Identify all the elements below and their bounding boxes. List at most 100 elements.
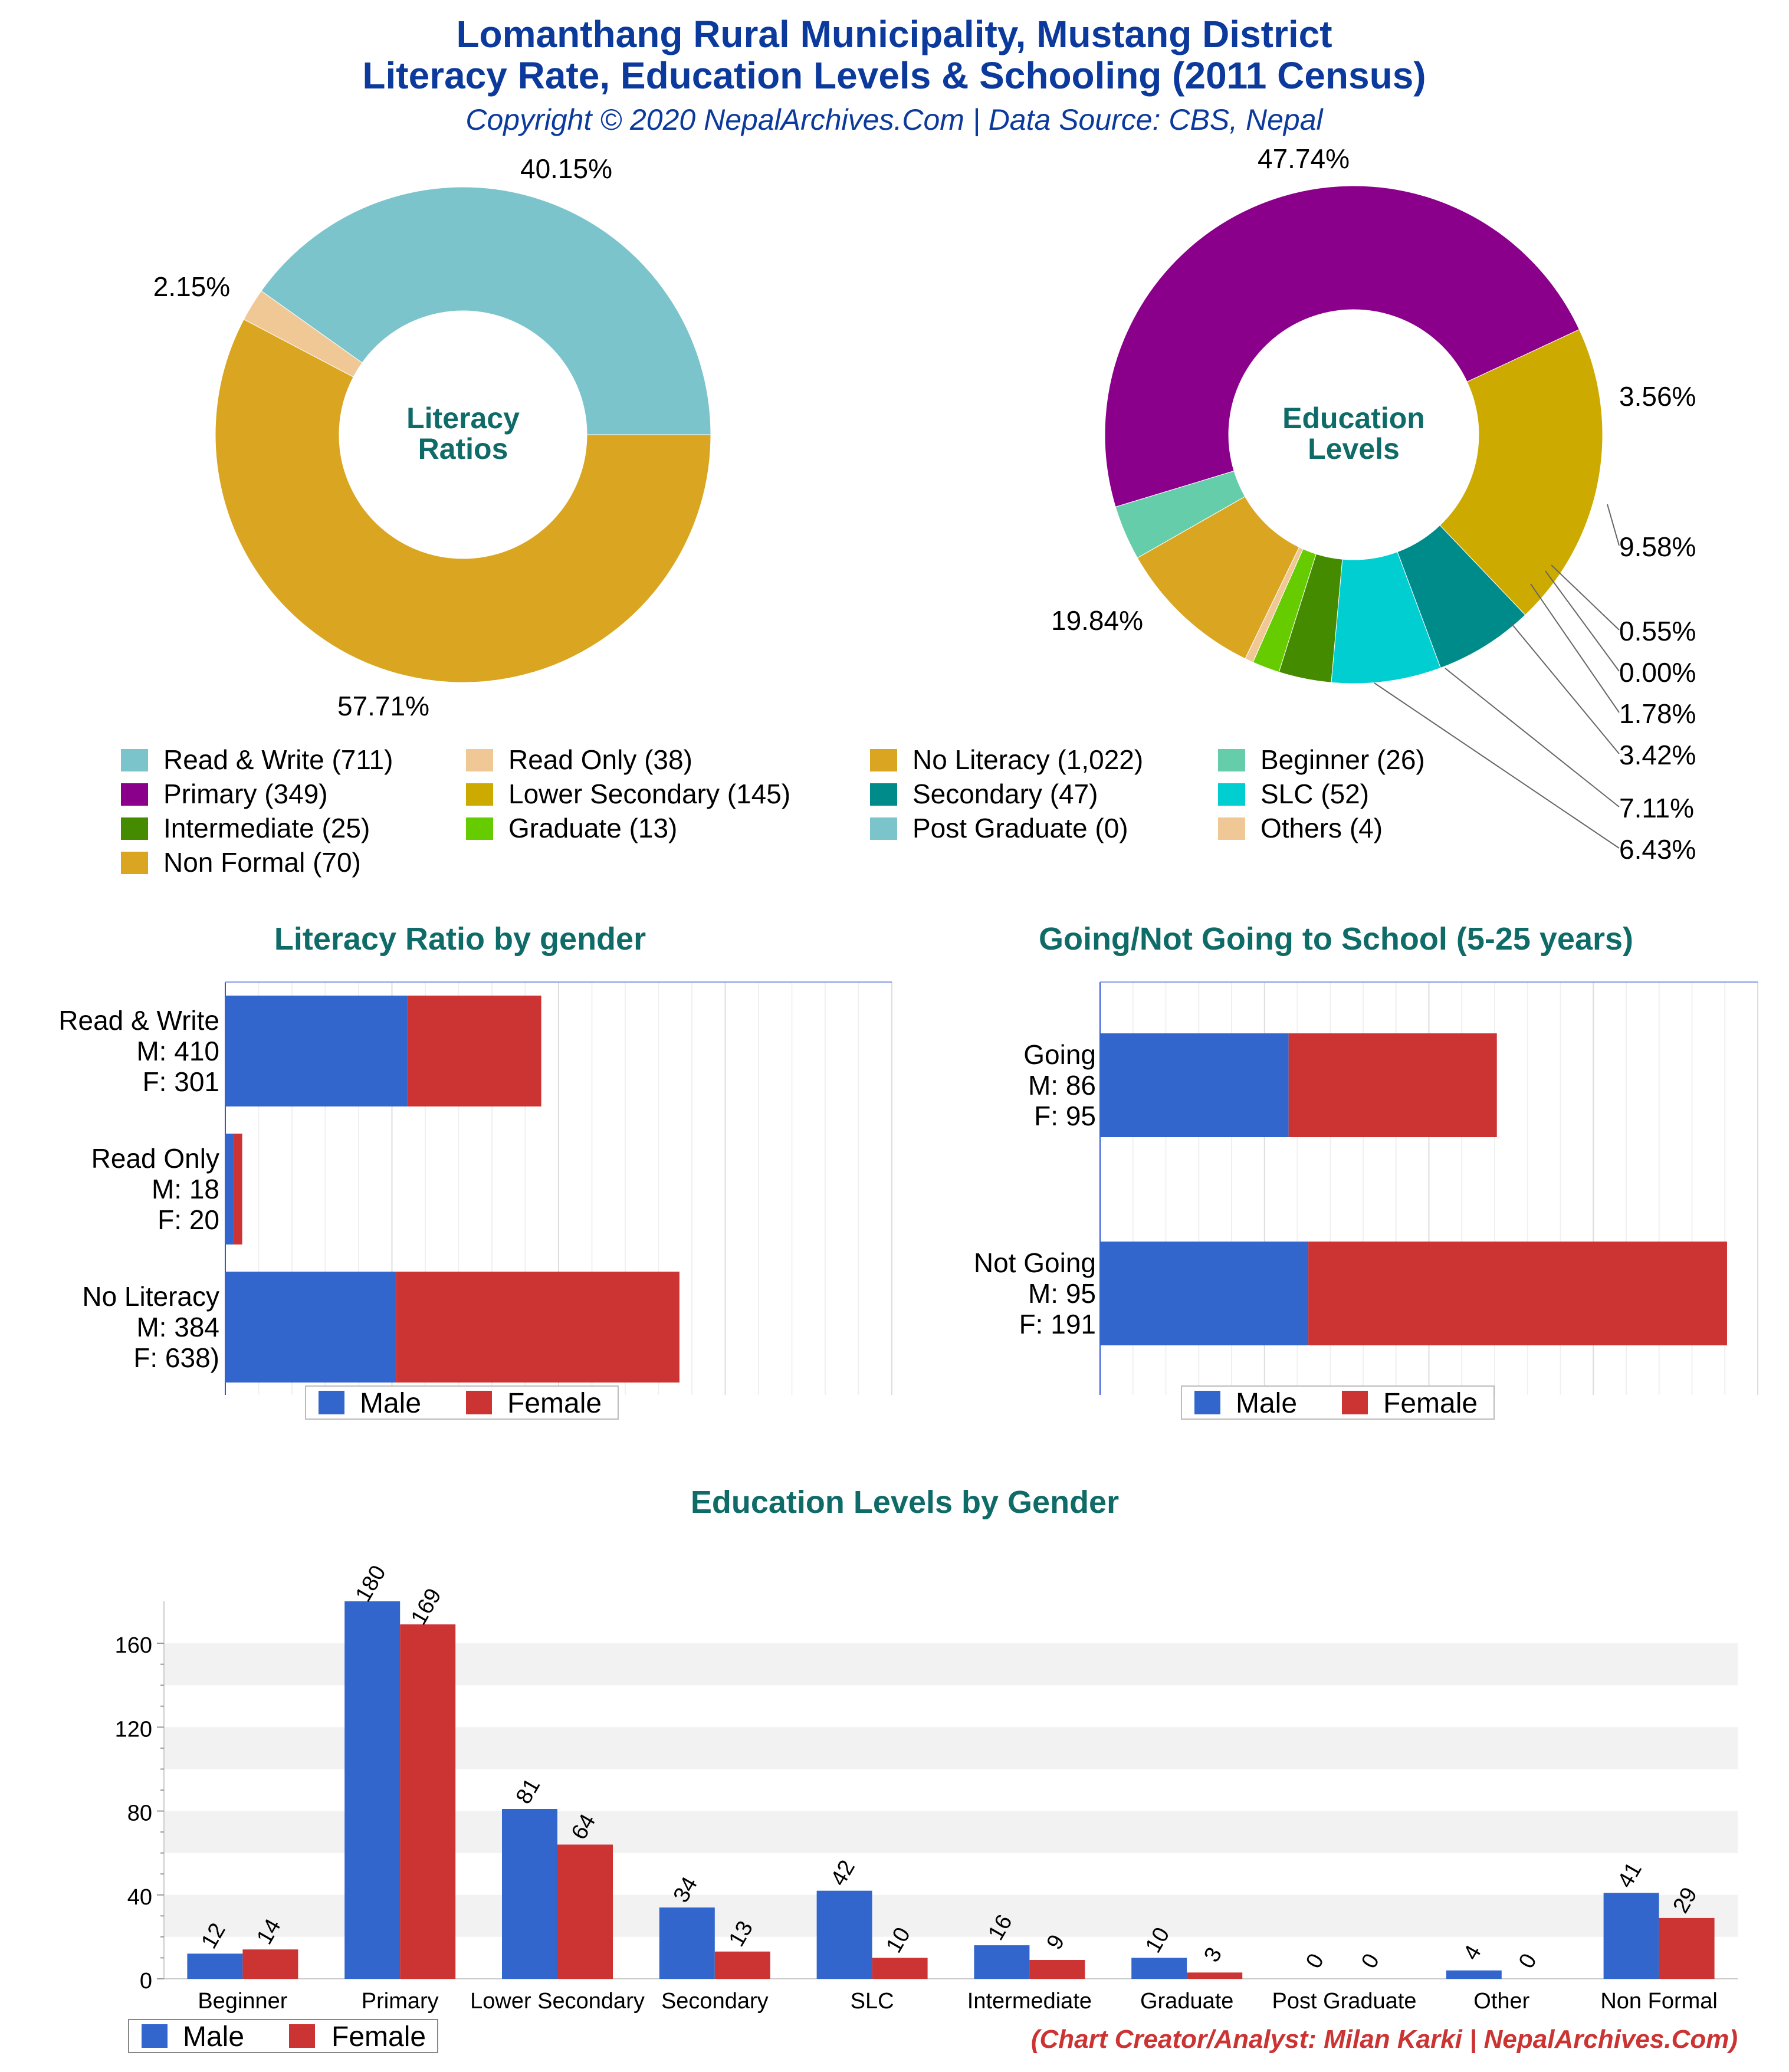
legend-swatch-slc-52	[1218, 783, 1245, 806]
edu-pct-lower-secondary: 19.84%	[1051, 605, 1143, 636]
literacy-gender-label-read-write: Read & Write M: 410 F: 301	[58, 1005, 219, 1097]
edu-pct-primary: 47.74%	[1258, 143, 1350, 174]
school-attendance-label-line: Going	[1023, 1039, 1096, 1070]
education-gender-x-label-secondary: Secondary	[661, 1989, 769, 2014]
literacy-gender-label-read-only: Read Only M: 18 F: 20	[91, 1143, 219, 1235]
literacy-gender-bar-male-read-only	[225, 1134, 234, 1244]
edu-pct-secondary: 6.43%	[1619, 834, 1696, 865]
literacy-gender-chart-title: Literacy Ratio by gender	[274, 921, 646, 957]
edu-pct-intermediate: 3.42%	[1619, 740, 1696, 770]
legend-female-swatch	[289, 2024, 315, 2048]
legend-swatch-read-write-711	[121, 749, 148, 771]
school-attendance-label-line: M: 86	[1028, 1070, 1096, 1101]
title-line-2: Literacy Rate, Education Levels & School…	[362, 54, 1426, 97]
literacy-ratios-donut	[215, 186, 711, 683]
school-attendance-bar-male-going	[1100, 1033, 1289, 1137]
edu-pct-non-formal: 9.58%	[1619, 531, 1696, 562]
education-gender-bar-female-graduate	[1187, 1972, 1243, 1979]
education-donut-center-line2: Levels	[1308, 432, 1400, 465]
literacy-gender-legend-female-label: Female	[507, 1388, 602, 1419]
education-gender-bar-female-slc	[872, 1958, 928, 1979]
legend-swatch-others-4	[1218, 817, 1245, 840]
education-gender-bar-male-beginner	[187, 1953, 243, 1979]
literacy-gender-label-line: Read & Write	[58, 1005, 219, 1036]
education-gender-y-tick-label: 160	[115, 1633, 152, 1658]
education-gender-y-tick-label: 120	[115, 1717, 152, 1742]
legend-label-non-formal-70: Non Formal (70)	[163, 847, 361, 878]
legend-label-primary-349: Primary (349)	[163, 779, 328, 809]
literacy-gender-bar-male-no-literacy	[225, 1272, 396, 1383]
education-gender-bar-female-secondary	[714, 1951, 770, 1979]
legend-male-swatch	[142, 2024, 168, 2048]
education-gender-bar-male-slc	[816, 1890, 872, 1979]
literacy-gender-legend-male-swatch	[319, 1391, 344, 1414]
legend-swatch-no-literacy-1-022	[870, 749, 897, 771]
school-attendance-label-not-going: Not Going M: 95 F: 191	[974, 1247, 1096, 1339]
school-attendance-legend-male-label: Male	[1236, 1388, 1297, 1419]
legend-label-read-write-711: Read & Write (711)	[163, 744, 393, 775]
edu-pct-others: 0.55%	[1619, 616, 1696, 646]
education-gender-y-tick-label: 0	[140, 1969, 152, 1994]
literacy-gender-label-line: F: 20	[157, 1204, 219, 1235]
literacy-pct-read-write: 40.15%	[520, 153, 612, 184]
donut-legend: Read & Write (711) Read Only (38) No Liter…	[121, 744, 1425, 878]
literacy-donut-center-line1: Literacy	[406, 402, 520, 435]
literacy-gender-label-line: F: 301	[143, 1066, 219, 1097]
legend-swatch-lower-secondary-145	[466, 783, 493, 806]
education-gender-x-label-intermediate: Intermediate	[967, 1989, 1092, 2014]
education-gender-chart-title: Education Levels by Gender	[691, 1485, 1119, 1520]
education-gender-y-tick-label: 80	[127, 1801, 152, 1826]
education-levels-donut	[1104, 185, 1603, 684]
school-attendance-label-line: F: 95	[1034, 1101, 1096, 1131]
school-attendance-label-line: Not Going	[974, 1247, 1096, 1278]
legend-label-secondary-47: Secondary (47)	[912, 779, 1098, 809]
edu-pct-slc: 7.11%	[1619, 793, 1694, 823]
literacy-gender-label-line: M: 410	[136, 1036, 219, 1066]
legend-label-read-only-38: Read Only (38)	[508, 744, 692, 775]
school-attendance-label-line: F: 191	[1019, 1309, 1096, 1339]
education-gender-x-label-non-formal: Non Formal	[1600, 1989, 1718, 2014]
education-gender-bar-female-lower-secondary	[557, 1844, 613, 1979]
education-donut-center-line1: Education	[1282, 402, 1425, 435]
legend-swatch-secondary-47	[870, 783, 897, 806]
literacy-pct-read-only: 2.15%	[153, 271, 230, 302]
education-gender-x-label-graduate: Graduate	[1140, 1989, 1233, 2014]
legend-swatch-intermediate-25	[121, 817, 148, 840]
literacy-gender-chart: Read & Write M: 410 F: 301 Read Only M: 18 F:…	[58, 981, 892, 1420]
school-attendance-label-going: Going M: 86 F: 95	[1023, 1039, 1096, 1131]
legend-label-others-4: Others (4)	[1260, 813, 1383, 843]
education-gender-x-label-lower-secondary: Lower Secondary	[470, 1989, 645, 2014]
literacy-gender-label-line: No Literacy	[82, 1281, 219, 1312]
literacy-donut-center-line2: Ratios	[418, 432, 508, 465]
education-gender-x-label-beginner: Beginner	[198, 1989, 287, 2014]
education-gender-x-label-primary: Primary	[362, 1989, 439, 2014]
education-slice-primary	[1104, 185, 1580, 508]
education-gender-x-label-post-graduate: Post Graduate	[1272, 1989, 1416, 2014]
education-gender-legend: Male Female	[128, 2019, 438, 2053]
literacy-slice-read-write	[261, 186, 711, 435]
literacy-gender-label-line: M: 18	[152, 1174, 219, 1204]
education-gender-y-tick-label: 40	[127, 1885, 152, 1910]
education-leader-lines	[1374, 504, 1620, 849]
copyright-text: Copyright © 2020 NepalArchives.Com | Dat…	[465, 103, 1324, 137]
legend-swatch-graduate-13	[466, 817, 493, 840]
literacy-gender-bar-female-read-write	[407, 996, 541, 1106]
literacy-gender-bar-female-no-literacy	[396, 1272, 680, 1383]
edu-pct-beginner: 3.56%	[1619, 381, 1696, 412]
legend-swatch-post-graduate-0	[870, 817, 897, 840]
legend-label-beginner-26: Beginner (26)	[1260, 744, 1425, 775]
school-attendance-chart: Going M: 86 F: 95 Not Going M: 95 F: 191 Male F…	[974, 981, 1758, 1420]
education-gender-bar-female-intermediate	[1029, 1960, 1085, 1979]
education-gender-x-label-other: Other	[1473, 1989, 1529, 2014]
school-attendance-legend-box	[1181, 1385, 1495, 1420]
education-gender-x-label-slc: SLC	[851, 1989, 894, 2014]
legend-swatch-beginner-26	[1218, 749, 1245, 771]
legend-label-lower-secondary-145: Lower Secondary (145)	[508, 779, 790, 809]
school-attendance-legend-male-swatch	[1194, 1391, 1220, 1414]
education-gender-bar-male-non-formal	[1603, 1893, 1659, 1979]
legend-swatch-primary-349	[121, 783, 148, 806]
legend-label-intermediate-25: Intermediate (25)	[163, 813, 370, 843]
